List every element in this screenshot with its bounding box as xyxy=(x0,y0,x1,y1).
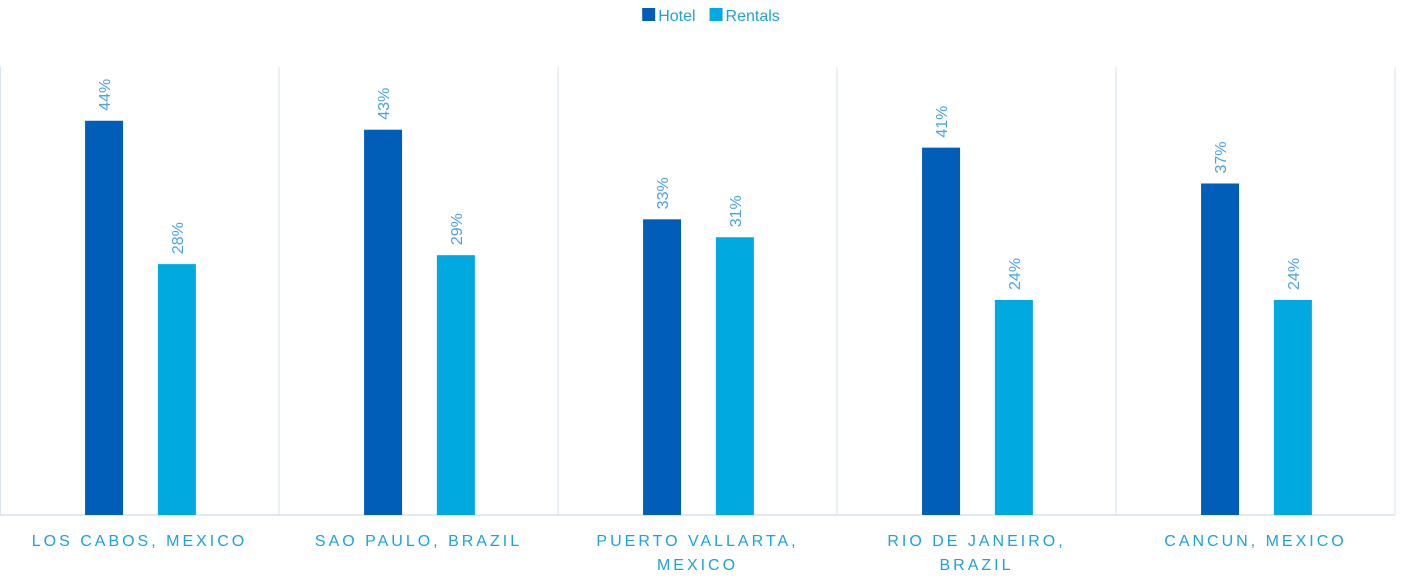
data-label: 29% xyxy=(449,213,466,245)
legend-label: Hotel xyxy=(658,8,695,25)
x-tick-label: RIO DE JANEIRO, BRAZIL xyxy=(887,533,1066,574)
data-label: 41% xyxy=(934,106,951,138)
legend-label: Rentals xyxy=(726,8,780,25)
bar xyxy=(436,255,475,515)
data-label: 44% xyxy=(97,79,114,111)
data-label: 28% xyxy=(170,222,187,254)
data-label: 24% xyxy=(1007,258,1024,290)
data-label: 33% xyxy=(655,177,672,209)
x-tick-label: CANCUN, MEXICO xyxy=(1164,533,1347,550)
bar xyxy=(157,264,196,515)
bar xyxy=(364,129,403,515)
data-label: 37% xyxy=(1213,141,1230,173)
data-label: 31% xyxy=(728,195,745,227)
data-label: 24% xyxy=(1286,258,1303,290)
data-label: 43% xyxy=(376,88,393,120)
legend-swatch xyxy=(709,8,723,21)
bar xyxy=(922,147,961,515)
bar xyxy=(1273,299,1312,515)
bar xyxy=(1201,183,1240,516)
legend: Hotel Rentals xyxy=(642,8,780,25)
x-tick-label: PUERTO VALLARTA, MEXICO xyxy=(596,533,799,574)
x-tick-label: LOS CABOS, MEXICO xyxy=(31,533,248,550)
legend-swatch xyxy=(642,8,656,21)
bar xyxy=(85,120,124,515)
bar xyxy=(994,299,1033,515)
bar xyxy=(643,219,682,515)
x-tick-label: SAO PAULO, BRAZIL xyxy=(314,533,523,550)
bar xyxy=(715,237,754,516)
